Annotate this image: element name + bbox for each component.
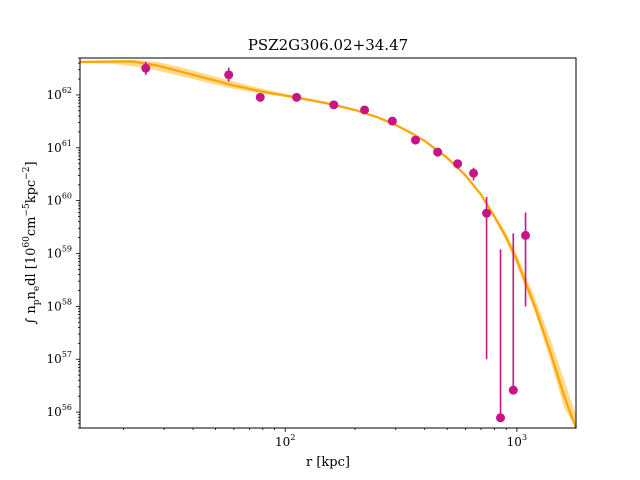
x-tick-label-1: 102	[275, 433, 295, 449]
data-marker	[410, 135, 420, 145]
y-axis: 1056 1057 1058 1059 1060 1061 1062	[47, 57, 80, 429]
data-point-4	[292, 92, 302, 102]
y-tick-label-7: 1062	[47, 86, 72, 102]
y-tick-label-5: 1060	[47, 192, 72, 208]
data-points-layer	[141, 62, 531, 423]
data-marker	[255, 92, 265, 102]
data-point-14	[508, 233, 518, 395]
y-tick-label-4: 1059	[47, 245, 72, 261]
chart-title: PSZ2G306.02+34.47	[248, 36, 408, 54]
data-marker	[224, 70, 234, 80]
data-point-9	[433, 147, 443, 157]
data-point-7	[387, 116, 397, 126]
data-point-6	[360, 105, 370, 115]
data-point-15	[521, 212, 531, 307]
y-tick-label-6: 1061	[47, 139, 72, 155]
data-point-2	[224, 67, 234, 82]
model-band-layer	[80, 59, 576, 429]
model-line-layer	[79, 60, 578, 429]
data-point-13	[496, 249, 506, 423]
data-marker	[141, 63, 151, 73]
data-marker	[292, 92, 302, 102]
data-point-8	[410, 135, 420, 145]
y-axis-label: ∫ npnedl [1060cm−5kpc−2]	[22, 161, 42, 324]
data-point-10	[453, 159, 463, 169]
data-point-11	[469, 167, 479, 181]
data-point-1	[141, 62, 151, 75]
data-marker	[521, 230, 531, 240]
data-point-12	[482, 196, 492, 360]
data-marker	[387, 116, 397, 126]
data-marker	[496, 413, 506, 423]
data-marker	[482, 208, 492, 218]
y-tick-label-1: 1056	[47, 403, 72, 419]
data-point-3	[255, 92, 265, 102]
data-point-5	[329, 100, 339, 110]
data-marker	[453, 159, 463, 169]
data-marker	[329, 100, 339, 110]
data-marker	[508, 385, 518, 395]
x-axis-label: r [kpc]	[306, 455, 350, 470]
model-uncertainty-band	[80, 59, 576, 429]
data-marker	[360, 105, 370, 115]
model-median-line	[79, 60, 578, 429]
x-tick-label-2: 103	[507, 433, 527, 449]
plot-frame	[79, 57, 577, 429]
x-axis: 102 103	[122, 428, 527, 449]
data-marker	[433, 147, 443, 157]
y-tick-label-2: 1057	[47, 350, 72, 366]
data-marker	[469, 168, 479, 178]
y-tick-label-3: 1058	[47, 297, 72, 313]
